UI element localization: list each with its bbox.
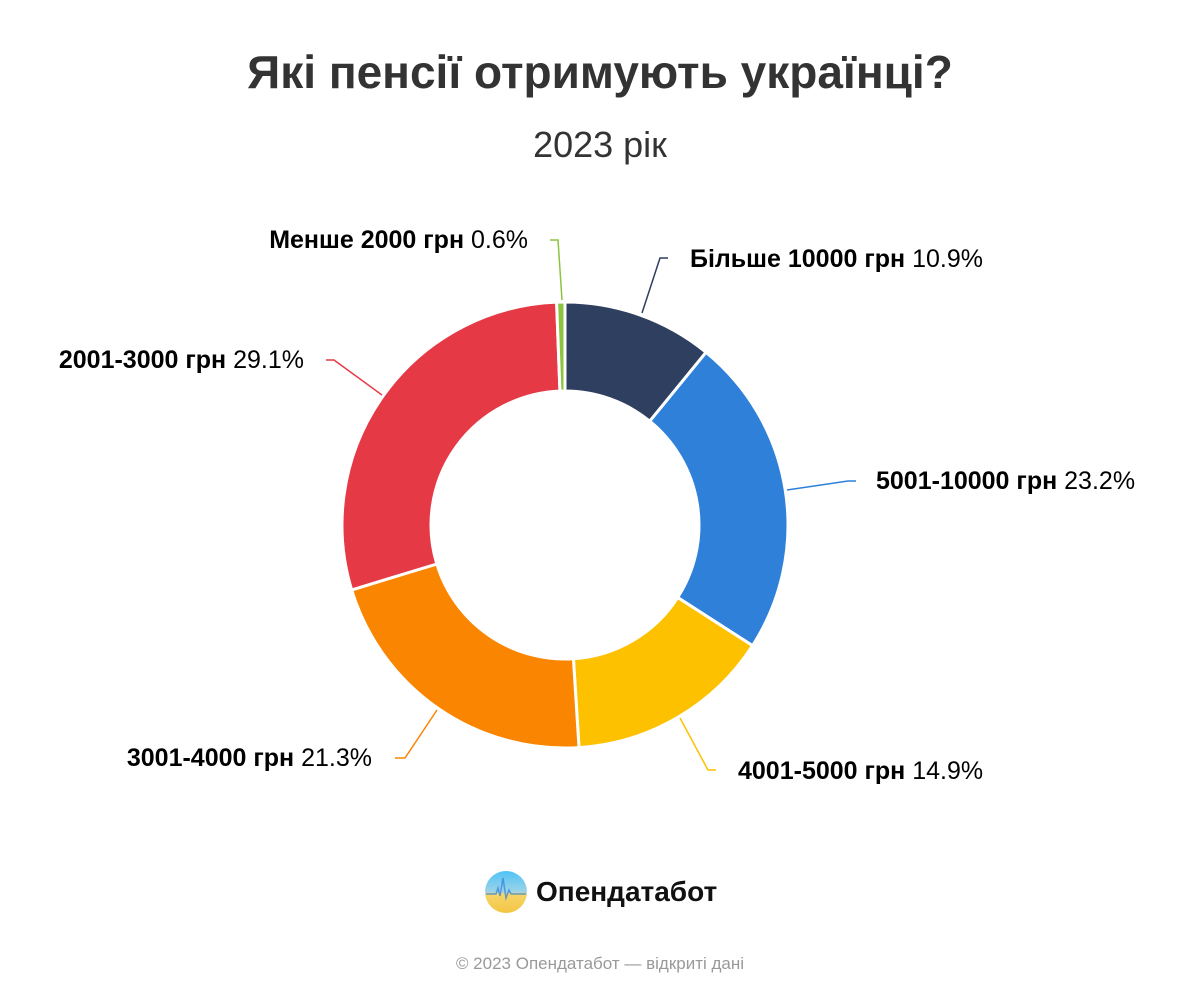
donut-slice-1[interactable] — [648, 350, 790, 648]
slice-value: 29.1% — [233, 346, 304, 374]
slice-label: 5001-10000 грн — [876, 467, 1058, 495]
brand-logo: Опендатабот — [484, 870, 717, 914]
slice-label: 3001-4000 грн — [126, 744, 295, 772]
opendatabot-logo-icon — [485, 871, 527, 913]
leader-line-2 — [679, 717, 716, 771]
slice-value: 10.9% — [912, 245, 983, 273]
brand-name: Опендатабот — [536, 876, 718, 907]
donut-slice-4[interactable] — [340, 300, 562, 592]
slice-value: 21.3% — [301, 744, 372, 772]
slice-label: 4001-5000 грн — [738, 757, 906, 785]
data-label-3: 3001-4000 грн 21.3% — [127, 743, 372, 773]
data-label-5: Менше 2000 грн 0.6% — [269, 225, 528, 255]
slice-label: 2001-3000 грн — [58, 346, 227, 374]
donut-slice-5[interactable] — [555, 300, 567, 393]
data-label-0: Більше 10000 грн 10.9% — [690, 244, 983, 274]
slice-value: 0.6% — [471, 226, 528, 254]
data-label-1: 5001-10000 грн 23.2% — [876, 466, 1135, 496]
slice-label: Більше 10000 грн — [690, 245, 906, 273]
slice-value: 23.2% — [1064, 467, 1136, 495]
leader-line-4 — [326, 359, 383, 396]
data-label-2: 4001-5000 грн 14.9% — [738, 756, 983, 786]
chart-title: Які пенсії отримують українці? — [247, 46, 953, 98]
leader-line-0 — [641, 257, 668, 314]
slice-label: Менше 2000 грн — [269, 226, 465, 254]
leader-line-5 — [550, 239, 563, 301]
slice-value: 14.9% — [912, 757, 984, 785]
data-label-4: 2001-3000 грн 29.1% — [59, 345, 304, 375]
leader-line-1 — [786, 480, 856, 491]
chart-subtitle: 2023 рік — [533, 124, 667, 165]
footer-copyright: © 2023 Опендатабот — відкриті дані — [455, 954, 745, 973]
donut-slice-3[interactable] — [350, 562, 581, 750]
leader-line-3 — [395, 709, 438, 759]
